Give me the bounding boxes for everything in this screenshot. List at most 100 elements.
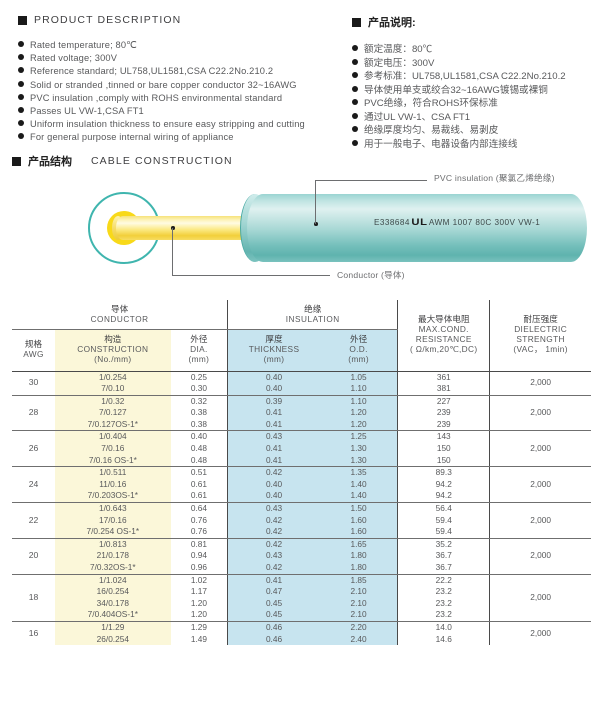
table-row: 30 1/0.254 7/0.10 0.25 0.30 0.40 0.40 1.05 1.10 3… [12, 371, 591, 396]
cell-value: 1/1.29 [101, 621, 125, 632]
cell-insulation-od: 1.85 2.10 2.10 2.10 [319, 574, 398, 622]
column-header-dia-cn: 外径 [190, 333, 208, 344]
cell-value: 0.64 [190, 503, 207, 514]
table-row: 20 1/0.813 21/0.178 7/0.32OS-1* 0.81 0.94 0.96… [12, 538, 591, 575]
cell-resistance: 361 381 [397, 371, 490, 396]
group-header-conductor: 导体 CONDUCTOR [12, 300, 228, 330]
cell-conductor-dia: 1.29 1.49 [171, 621, 228, 645]
list-item-label: 额定电压：300V [364, 57, 435, 69]
cell-value: 0.41 [265, 418, 283, 429]
specification-table: 导体 CONDUCTOR 绝缘 INSULATION 最大导体电阻 MAX.CO… [12, 300, 591, 646]
cell-value: 0.48 [190, 454, 207, 465]
cell-value: 0.43 [265, 431, 283, 442]
list-item-label: PVC绝缘，符合ROHS环保标准 [364, 98, 498, 109]
product-description-heading-cn: 产品说明: [352, 14, 602, 30]
cell-value: 56.4 [435, 503, 452, 514]
cell-dielectric-strength: 2,000 [489, 395, 591, 432]
cell-insulation-thickness: 0.39 0.41 0.41 [227, 395, 320, 432]
column-header-resistance-en2: RESISTANCE [415, 334, 472, 345]
cell-value: 34/0.178 [96, 597, 129, 608]
cell-value: 35.2 [435, 538, 452, 549]
cell-value: 2.20 [350, 621, 367, 632]
cell-value: 1.02 [190, 574, 207, 585]
column-header-construction-en: CONSTRUCTION [77, 343, 149, 354]
column-header-dia-unit: (mm) [188, 354, 210, 365]
cell-value: 7/0.404OS-1* [87, 609, 138, 620]
bullet-dot-icon [18, 120, 24, 127]
table-row: 24 1/0.511 11/0.16 7/0.203OS-1* 0.51 0.61 0.61… [12, 466, 591, 504]
bullet-dot-icon [18, 41, 24, 47]
bullet-dot-icon [18, 67, 24, 74]
cell-value: 23.2 [435, 597, 452, 608]
conductor-callout-leader-h [172, 275, 330, 277]
list-item: Passes UL VW-1,CSA FT1 [18, 105, 348, 118]
cell-value: 7/0.32OS-1* [89, 562, 136, 572]
list-item: PVC绝缘，符合ROHS环保标准 [352, 97, 602, 111]
column-header-construction: 构造 CONSTRUCTION (No./mm) [54, 329, 171, 372]
cell-value: 1.40 [350, 478, 367, 489]
cell-value: 7/0.127OS-1* [87, 418, 138, 429]
table-row: 22 1/0.643 17/0.16 7/0.254 OS-1* 0.64 0.76 0.7… [12, 502, 591, 539]
cell-insulation-od: 1.65 1.80 1.80 [319, 538, 398, 575]
cell-awg: 28 [12, 395, 55, 432]
cell-value: 94.2 [435, 490, 452, 501]
list-item-label: 参考标准：UL758,UL1581,CSA C22.2No.210.2 [364, 71, 566, 82]
column-header-conductor-dia: 外径 DIA. (mm) [170, 329, 228, 372]
insulation-callout-leader-v [315, 180, 317, 224]
bullet-dot-icon [352, 72, 358, 78]
table-row: 18 1/1.024 16/0.254 34/0.178 7/0.404OS-1* 1.0… [12, 574, 591, 622]
column-header-awg-en: AWG [23, 349, 44, 359]
cell-value: 0.32 [190, 395, 207, 406]
cell-value: 1.30 [350, 443, 367, 454]
list-item-label: Passes UL VW-1,CSA FT1 [30, 106, 144, 117]
cell-value: 1.29 [190, 621, 207, 632]
bullet-dot-icon [18, 93, 24, 100]
cell-value: 22.2 [435, 574, 452, 585]
cell-value: 23.2 [435, 586, 452, 597]
column-header-od: 外径 O.D. (mm) [319, 329, 398, 372]
cell-value: 23.2 [435, 609, 452, 620]
cell-awg: 26 [12, 430, 55, 468]
list-item: 额定温度：80℃ [352, 43, 602, 57]
list-item-label: Uniform insulation thickness to ensure e… [30, 119, 305, 130]
cell-value: 1.20 [190, 597, 207, 608]
list-item: Rated temperature; 80℃ [18, 39, 348, 52]
cell-value: 1.10 [350, 383, 367, 394]
cell-construction: 1/1.29 26/0.254 [54, 621, 171, 646]
group-header-insulation-cn: 绝缘 [304, 303, 322, 314]
cell-resistance: 56.4 59.4 59.4 [397, 502, 490, 539]
cell-awg: 30 [12, 371, 55, 396]
list-item-label: 用于一般电子、电器设备内部连接线 [364, 138, 518, 150]
cell-value: 0.42 [265, 514, 283, 525]
column-header-resistance-en1: MAX.COND. [418, 324, 469, 335]
group-header-insulation: 绝缘 INSULATION [227, 300, 398, 330]
cell-value: 0.76 [190, 526, 207, 537]
list-item: Reference standard; UL758,UL1581,CSA C22… [18, 65, 348, 78]
cell-insulation-thickness: 0.42 0.40 0.40 [227, 466, 320, 504]
group-header-conductor-en: CONDUCTOR [90, 314, 149, 324]
cell-value: 1.85 [350, 574, 367, 585]
column-header-resistance-unit: ( Ω/km,20℃,DC) [410, 344, 478, 355]
list-item-label: 通过UL VW-1、CSA FT1 [364, 111, 471, 123]
ul-logo-icon: UL [411, 217, 428, 227]
cell-value: 2.40 [350, 633, 367, 644]
cell-value: 1.25 [350, 431, 367, 442]
bullet-dot-icon [18, 80, 24, 87]
cell-dielectric-strength: 2,000 [489, 466, 591, 504]
cell-conductor-dia: 0.81 0.94 0.96 [170, 538, 228, 575]
cell-conductor-dia: 0.32 0.38 0.38 [170, 395, 228, 432]
cell-value: 36.7 [435, 562, 452, 572]
description-english-list: Rated temperature; 80℃ Rated voltage; 30… [18, 39, 348, 145]
table-row: 16 1/1.29 26/0.254 1.29 1.49 0.46 0.46 2.20 2.40… [12, 621, 591, 646]
group-header-insulation-en: INSULATION [285, 314, 340, 324]
bullet-dot-icon [352, 45, 358, 51]
column-header-od-cn: 外径 [349, 333, 368, 344]
bullet-dot-icon [18, 54, 24, 61]
cable-construction-heading-cn: 产品结构 [28, 156, 72, 168]
table-row: 28 1/0.32 7/0.127 7/0.127OS-1* 0.32 0.38 0.38 0… [12, 395, 591, 432]
cell-value: 1/0.511 [99, 467, 127, 478]
cell-value: 0.30 [190, 383, 207, 394]
cell-value: 7/0.203OS-1* [87, 490, 138, 501]
cell-value: 1/1.024 [98, 574, 127, 585]
cell-insulation-thickness: 0.46 0.46 [227, 621, 320, 646]
